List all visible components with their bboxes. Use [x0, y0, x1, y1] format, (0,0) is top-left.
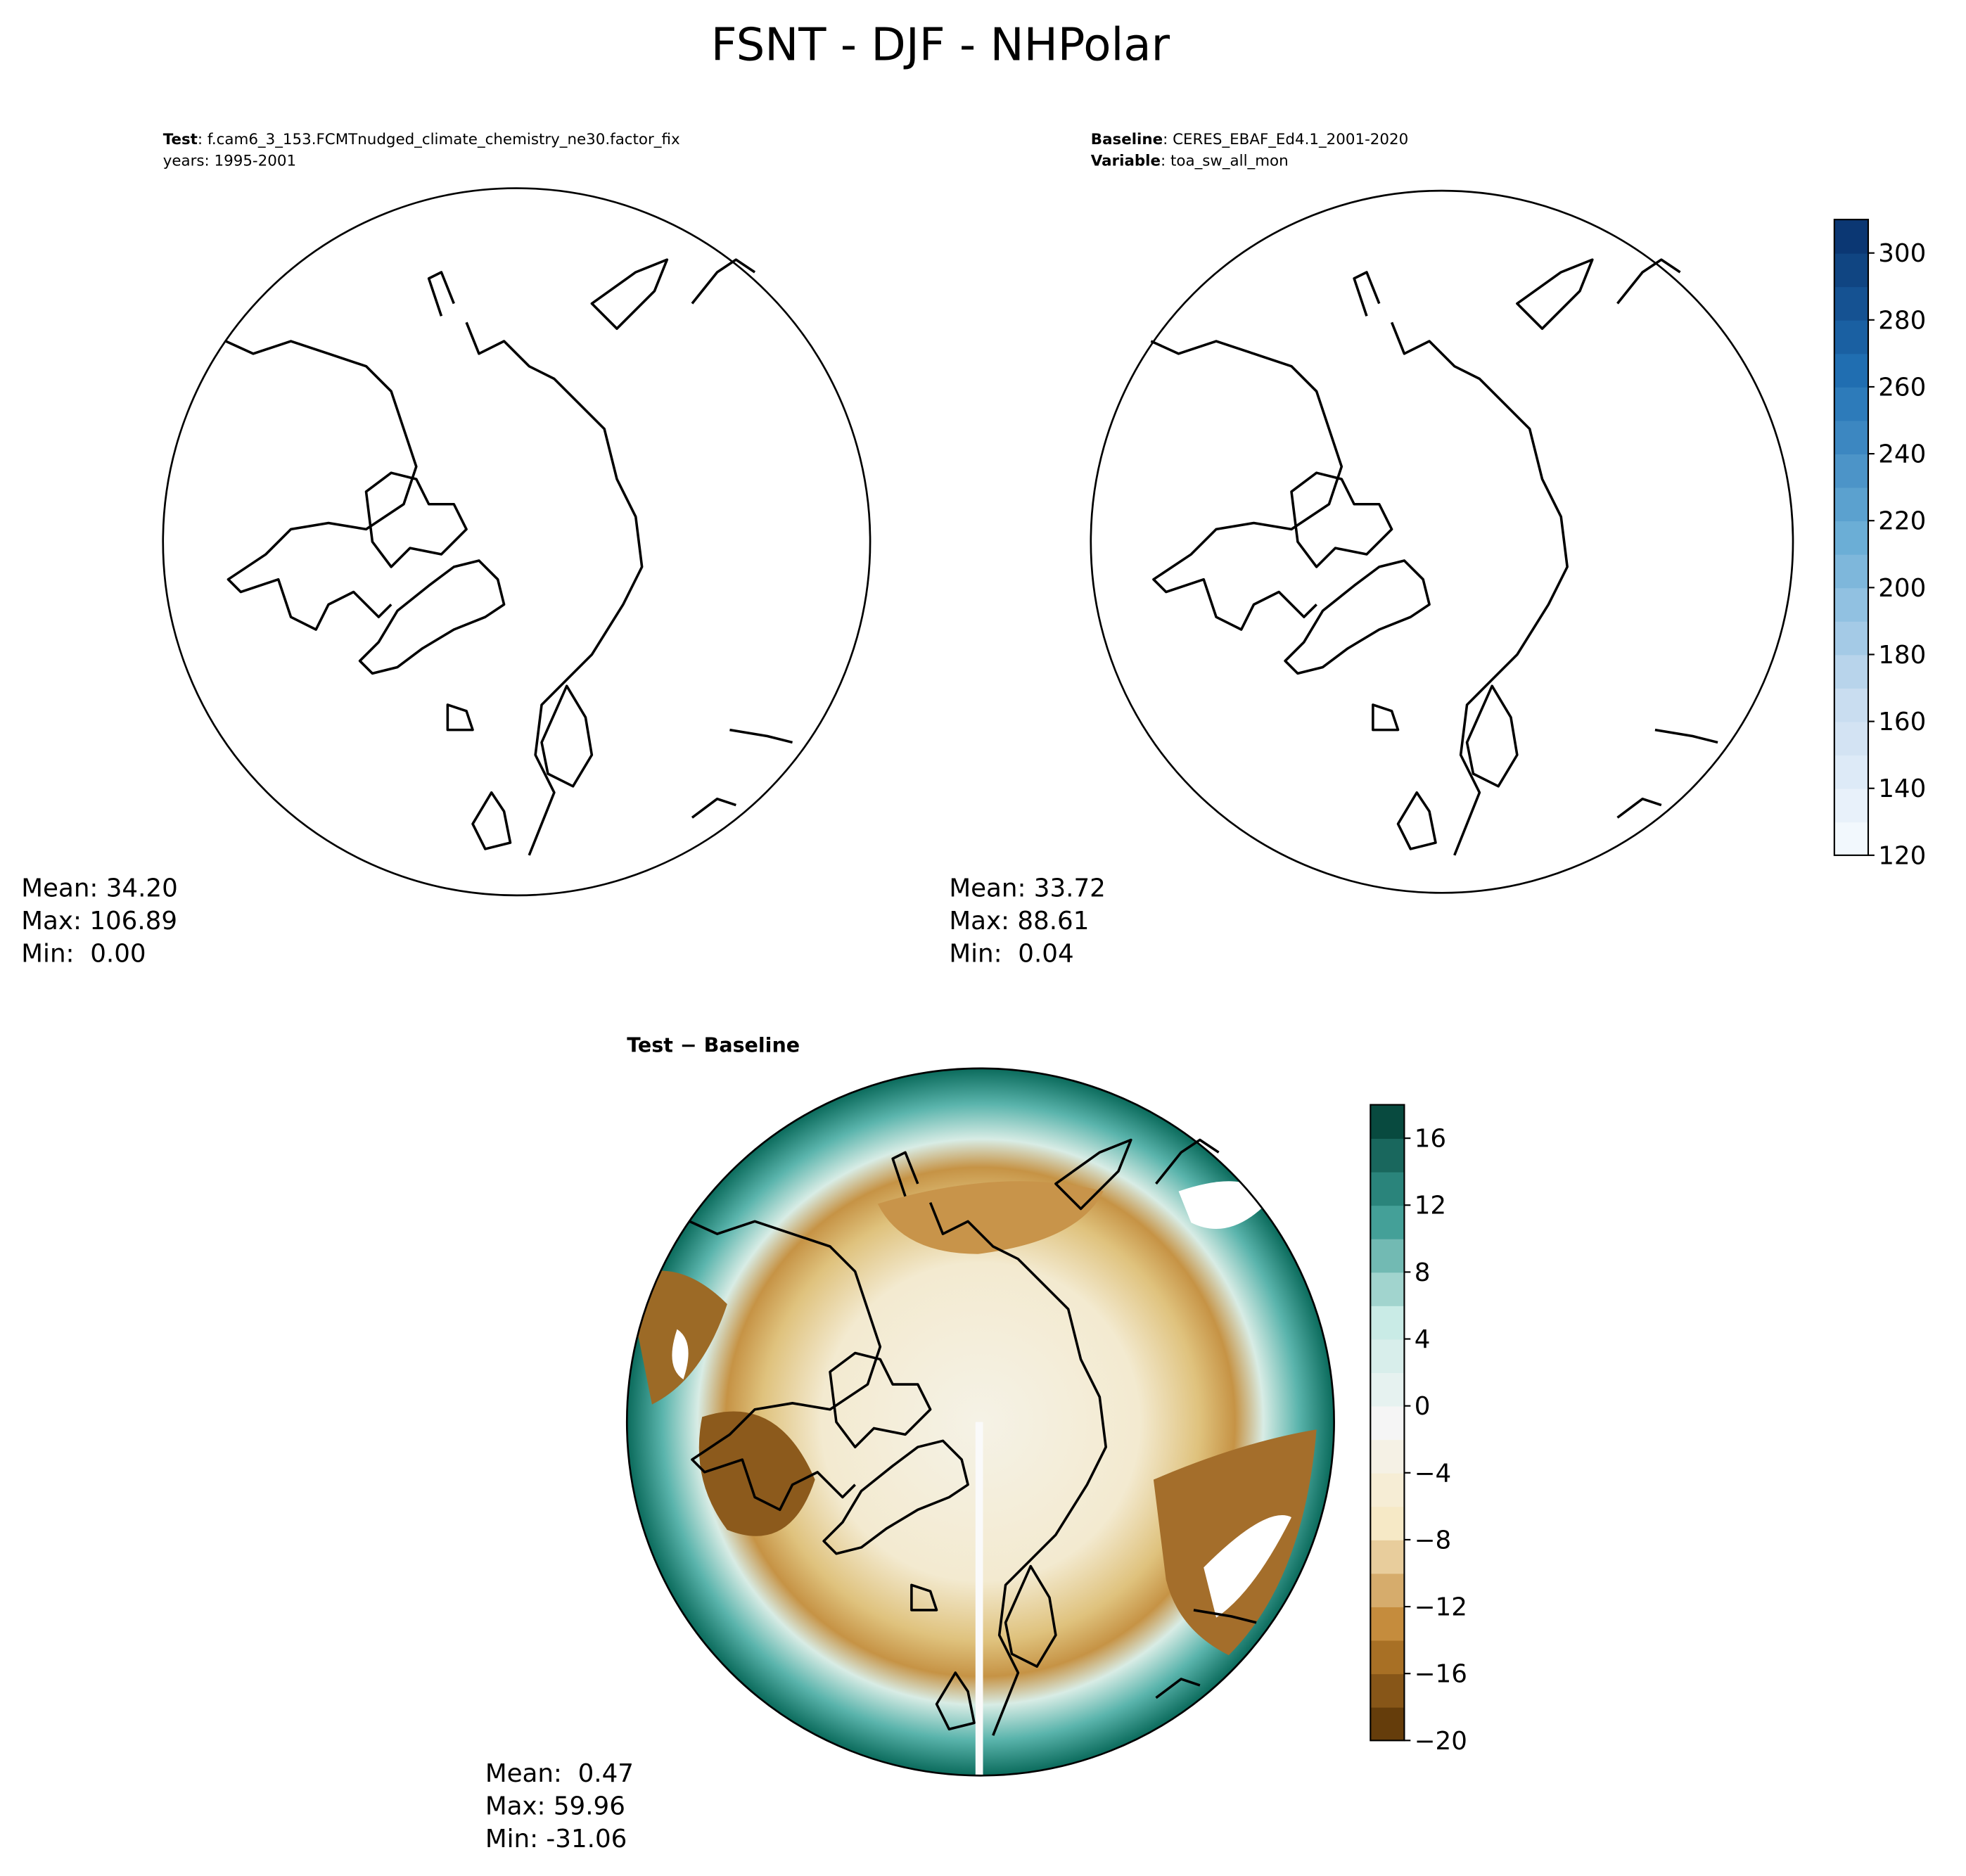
- colorbar-band: [1370, 1539, 1405, 1574]
- stat-line: Mean: 34.20: [21, 874, 177, 903]
- panel-text: : toa_sw_all_mon: [1161, 152, 1289, 170]
- panel-caption: Baseline: CERES_EBAF_Ed4.1_2001-2020: [1091, 131, 1408, 148]
- colorbar-tick-label: 220: [1878, 507, 1926, 536]
- colorbar-tick-label: −12: [1415, 1593, 1467, 1622]
- panel-text: : CERES_EBAF_Ed4.1_2001-2020: [1163, 131, 1408, 148]
- colorbar-band: [1370, 1305, 1405, 1340]
- colorbar-band: [1834, 253, 1868, 288]
- colorbar-tick-label: −16: [1415, 1660, 1467, 1689]
- colorbar-tick-label: 120: [1878, 841, 1926, 870]
- colorbar-band: [1834, 353, 1868, 388]
- panel-caption: Test: f.cam6_3_153.FCMTnudged_climate_ch…: [163, 131, 680, 148]
- colorbar-band: [1370, 1439, 1405, 1474]
- colorbar-tick-label: −8: [1415, 1526, 1452, 1555]
- colorbar-tick-label: 180: [1878, 641, 1926, 670]
- colorbar-tick-label: −4: [1415, 1459, 1452, 1488]
- stat-line: Min: 0.04: [949, 939, 1073, 968]
- colorbar-tick-label: 4: [1415, 1325, 1431, 1354]
- stat-line: Mean: 33.72: [949, 874, 1105, 903]
- stat-line: Min: -31.06: [485, 1825, 627, 1853]
- panel-label: Variable: [1091, 152, 1161, 170]
- colorbar-band: [1370, 1104, 1405, 1140]
- panel-label: Baseline: [1091, 131, 1163, 148]
- colorbar-tick-label: 240: [1878, 440, 1926, 469]
- colorbar-band: [1370, 1339, 1405, 1373]
- colorbar-band: [1834, 219, 1868, 254]
- colorbar-band: [1834, 286, 1868, 321]
- colorbar-band: [1370, 1405, 1405, 1441]
- colorbar-band: [1370, 1506, 1405, 1540]
- colorbar-tick-label: −20: [1415, 1727, 1467, 1756]
- colorbar-band: [1834, 788, 1868, 823]
- colorbar-tick-label: 0: [1415, 1392, 1431, 1421]
- colorbar-band: [1834, 721, 1868, 756]
- colorbar-band: [1370, 1472, 1405, 1507]
- stat-line: Max: 106.89: [21, 907, 177, 936]
- panel-label: Test: [163, 131, 198, 148]
- colorbar-band: [1370, 1706, 1405, 1742]
- colorbar-band: [1834, 587, 1868, 622]
- stat-line: Max: 59.96: [485, 1792, 625, 1820]
- colorbar-tick-label: 200: [1878, 574, 1926, 603]
- colorbar-band: [1370, 1238, 1405, 1273]
- colorbar-band: [1834, 454, 1868, 488]
- colorbar-tick-label: 16: [1415, 1125, 1446, 1154]
- figure-title: FSNT - DJF - NHPolar: [711, 19, 1170, 72]
- stat-line: Mean: 0.47: [485, 1759, 634, 1788]
- colorbar-band: [1834, 487, 1868, 522]
- colorbar-band: [1370, 1138, 1405, 1173]
- colorbar-tick-label: 300: [1878, 239, 1926, 268]
- colorbar-band: [1834, 521, 1868, 555]
- colorbar-band: [1370, 1205, 1405, 1239]
- colorbar-band: [1834, 755, 1868, 789]
- colorbar-band: [1834, 386, 1868, 421]
- colorbar-frame: [1833, 219, 1870, 856]
- colorbar-tick-label: 260: [1878, 373, 1926, 402]
- stat-line: Min: 0.00: [21, 939, 146, 968]
- colorbar-band: [1834, 554, 1868, 589]
- colorbar-band: [1834, 654, 1868, 689]
- colorbar-tick-label: 12: [1415, 1192, 1446, 1220]
- colorbar-band: [1370, 1272, 1405, 1306]
- colorbar-band: [1834, 319, 1868, 355]
- map-frame: [1090, 189, 1794, 894]
- colorbar-tick-label: 8: [1415, 1258, 1431, 1287]
- difference-field: [627, 1068, 1334, 1776]
- colorbar-band: [1834, 688, 1868, 722]
- colorbar-band: [1370, 1640, 1405, 1675]
- map-frame: [162, 187, 872, 897]
- stat-line: Max: 88.61: [949, 907, 1089, 936]
- colorbar-band: [1370, 1607, 1405, 1641]
- panel-text: : f.cam6_3_153.FCMTnudged_climate_chemis…: [198, 131, 680, 148]
- panel-caption: Variable: toa_sw_all_mon: [1091, 152, 1289, 170]
- colorbar-tick-label: 140: [1878, 774, 1926, 803]
- colorbar-band: [1834, 822, 1868, 856]
- colorbar-band: [1370, 1171, 1405, 1206]
- colorbar-tick-label: 160: [1878, 708, 1926, 736]
- colorbar-tick-label: 280: [1878, 306, 1926, 335]
- colorbar-frame: [1370, 1104, 1405, 1742]
- colorbar-band: [1834, 420, 1868, 454]
- panel-subtitle: years: 1995-2001: [163, 152, 296, 170]
- colorbar-band: [1370, 1573, 1405, 1607]
- map-frame: [625, 1067, 1335, 1777]
- colorbar-band: [1370, 1372, 1405, 1407]
- colorbar-band: [1834, 620, 1868, 656]
- panel-title: Test − Baseline: [627, 1034, 800, 1057]
- colorbar-band: [1370, 1673, 1405, 1708]
